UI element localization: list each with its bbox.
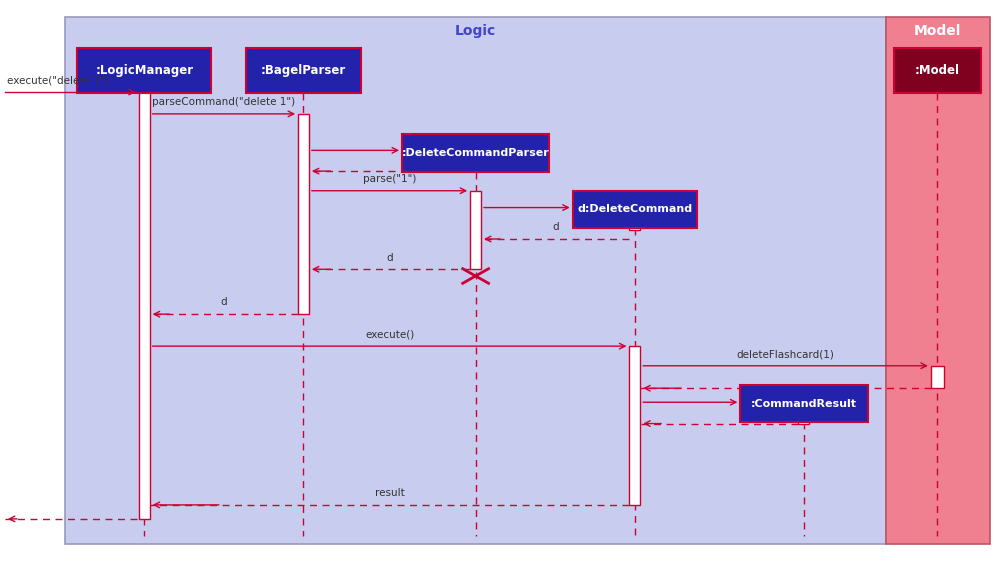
Text: deleteFlashcard(1): deleteFlashcard(1) xyxy=(736,349,834,359)
Text: :BagelParser: :BagelParser xyxy=(260,63,346,77)
Bar xyxy=(885,17,989,544)
Bar xyxy=(65,17,885,544)
Text: Logic: Logic xyxy=(454,24,495,38)
Bar xyxy=(298,114,308,314)
Text: parse("1"): parse("1") xyxy=(363,174,415,184)
Text: d:DeleteCommand: d:DeleteCommand xyxy=(577,204,692,214)
Text: Model: Model xyxy=(913,24,960,38)
Bar xyxy=(469,150,481,163)
Bar xyxy=(797,402,809,424)
Bar xyxy=(138,92,150,519)
Text: d: d xyxy=(552,222,558,232)
Bar xyxy=(77,48,211,93)
Text: d: d xyxy=(221,297,227,307)
Text: :DeleteCommandParser: :DeleteCommandParser xyxy=(402,148,549,158)
Bar xyxy=(930,366,942,388)
Text: result: result xyxy=(375,488,404,498)
Text: :LogicManager: :LogicManager xyxy=(95,63,193,77)
Bar xyxy=(573,191,696,228)
Text: execute(): execute() xyxy=(365,329,414,339)
Bar xyxy=(893,48,980,93)
Bar xyxy=(740,385,867,422)
Bar xyxy=(247,48,360,93)
Bar xyxy=(469,191,481,269)
Text: :CommandResult: :CommandResult xyxy=(750,399,856,409)
Bar xyxy=(402,134,549,172)
Bar xyxy=(629,208,640,230)
Text: :Model: :Model xyxy=(913,63,959,77)
Bar xyxy=(629,346,640,505)
Text: execute("delete 1"): execute("delete 1") xyxy=(7,75,108,85)
Text: d: d xyxy=(386,252,393,263)
Text: parseCommand("delete 1"): parseCommand("delete 1") xyxy=(152,97,295,107)
